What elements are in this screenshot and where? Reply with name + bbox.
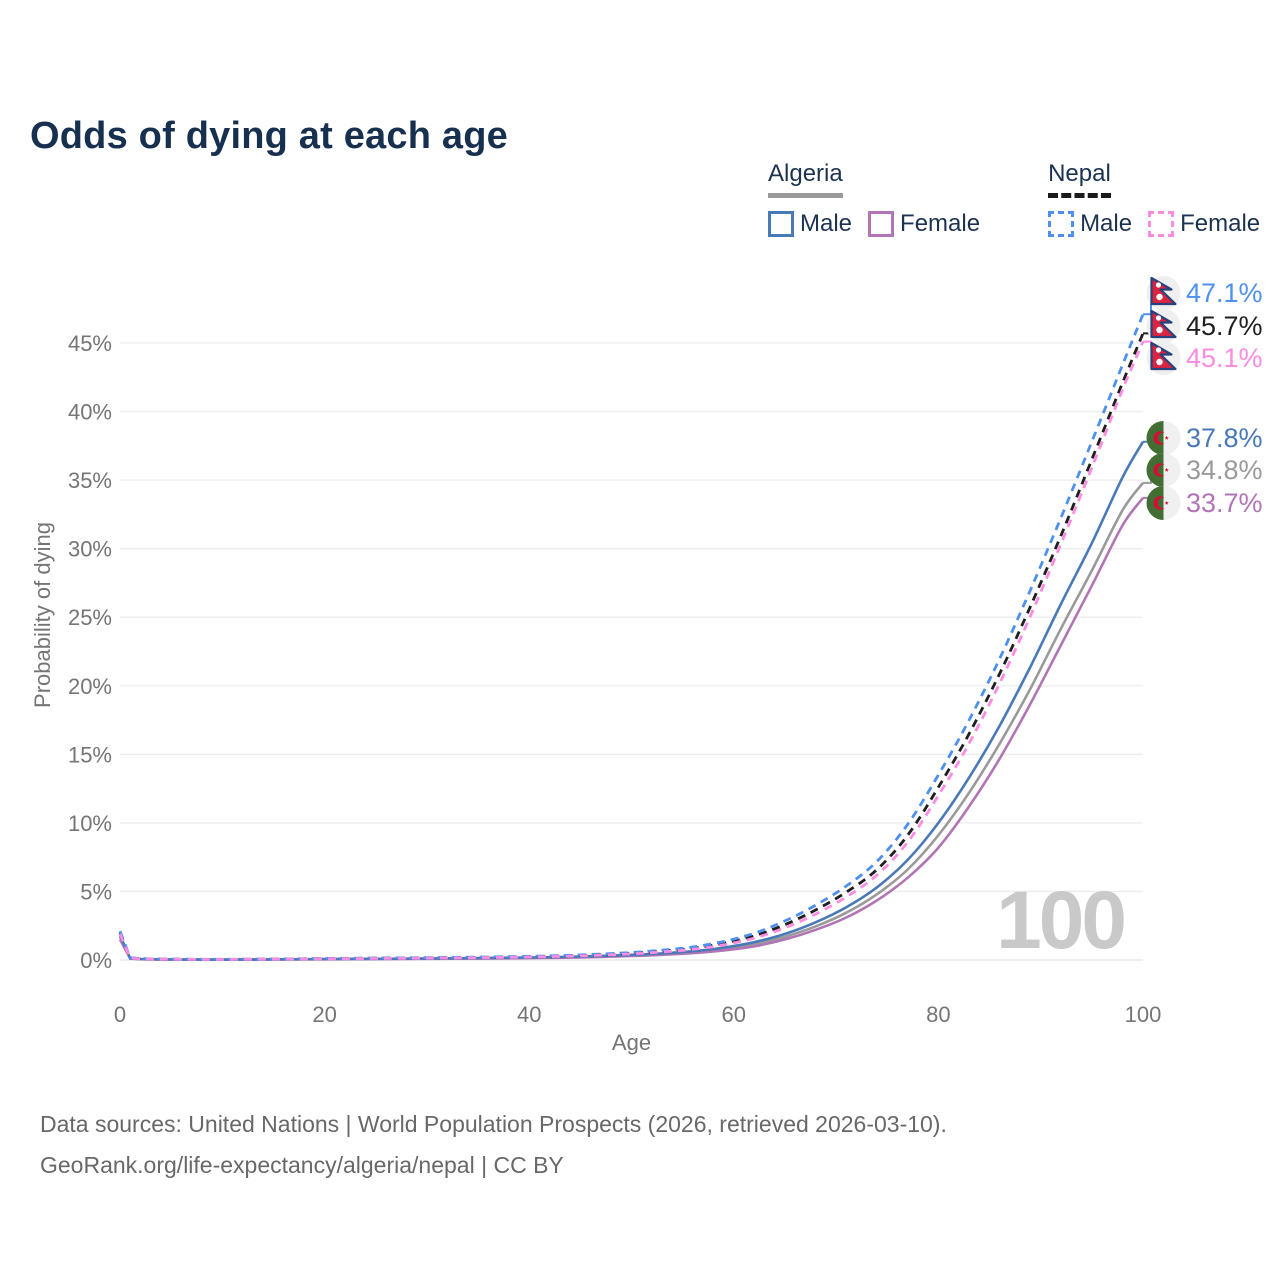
legend-item-algeria-female[interactable]: Female (868, 210, 980, 238)
legend-item-label: Female (1180, 210, 1261, 237)
series-line-nepal-both-sexes[interactable] (118, 332, 1145, 961)
x-tick-label: 100 (1125, 1002, 1162, 1027)
legend-item-nepal-female[interactable]: Female (1148, 210, 1260, 238)
legend-item-label: Male (800, 210, 853, 237)
legend: Algeria Male Female Nepal (768, 160, 1260, 238)
x-tick-label: 0 (114, 1002, 126, 1027)
legend-item-algeria-male[interactable]: Male (768, 210, 852, 238)
legend-swatch-icon (868, 211, 895, 237)
legend-group-nepal: Nepal Male Female (1048, 160, 1260, 238)
legend-swatch-icon (768, 211, 794, 237)
y-tick-label: 20% (68, 674, 112, 699)
flag-algeria-icon (1146, 486, 1181, 520)
x-tick-label: 40 (517, 1002, 541, 1027)
y-tick-label: 40% (68, 400, 112, 425)
y-tick-label: 10% (68, 811, 112, 836)
flag-algeria-icon (1146, 421, 1181, 455)
footer: Data sources: United Nations | World Pop… (40, 1104, 947, 1186)
legend-item-nepal-male[interactable]: Male (1048, 210, 1132, 238)
legend-group-label: Nepal (1048, 160, 1111, 187)
y-axis-title: Probability of dying (30, 522, 55, 708)
legend-items-nepal: Male Female (1048, 210, 1260, 238)
end-value-label: 37.8% (1186, 423, 1263, 453)
series-line-algeria-female[interactable] (118, 497, 1145, 962)
series-line-algeria-male[interactable] (118, 441, 1145, 961)
x-tick-label: 80 (926, 1002, 950, 1027)
end-value-label: 45.7% (1186, 311, 1263, 341)
legend-items-algeria: Male Female (768, 210, 980, 238)
y-tick-label: 30% (68, 537, 112, 562)
y-tick-label: 0% (80, 948, 112, 973)
series-line-algeria-both-sexes[interactable] (118, 482, 1145, 961)
flag-nepal-icon (1146, 276, 1181, 310)
flag-nepal-icon (1146, 341, 1181, 375)
footer-license-line: GeoRank.org/life-expectancy/algeria/nepa… (40, 1152, 564, 1178)
y-tick-label: 5% (80, 879, 112, 904)
series-line-nepal-male[interactable] (118, 313, 1145, 961)
legend-group-algeria: Algeria Male Female (768, 160, 980, 238)
legend-item-label: Female (900, 210, 981, 237)
y-tick-label: 25% (68, 605, 112, 630)
y-tick-label: 45% (68, 331, 112, 356)
end-value-label: 33.7% (1186, 488, 1263, 518)
x-axis-title: Age (612, 1030, 651, 1055)
legend-item-label: Male (1080, 210, 1133, 237)
x-tick-label: 20 (312, 1002, 336, 1027)
end-value-label: 34.8% (1186, 455, 1263, 485)
legend-swatch-icon (1048, 211, 1075, 237)
legend-group-title-algeria[interactable]: Algeria (768, 160, 843, 202)
series-line-nepal-female[interactable] (118, 341, 1145, 961)
flag-nepal-icon (1146, 309, 1181, 343)
flag-algeria-icon (1146, 453, 1181, 487)
legend-swatch-icon (1148, 211, 1175, 237)
hover-age-watermark: 100 (996, 875, 1124, 966)
legend-group-label: Algeria (768, 160, 843, 187)
footer-source-line: Data sources: United Nations | World Pop… (40, 1111, 947, 1137)
legend-underline-swatch-icon (1048, 193, 1111, 198)
page-title: Odds of dying at each age (30, 115, 508, 158)
legend-group-title-nepal[interactable]: Nepal (1048, 160, 1111, 202)
end-value-label: 47.1% (1186, 278, 1263, 308)
end-value-label: 45.1% (1186, 343, 1263, 373)
legend-underline-swatch-icon (768, 193, 843, 198)
y-tick-label: 15% (68, 742, 112, 767)
x-tick-label: 60 (722, 1002, 746, 1027)
y-tick-label: 35% (68, 468, 112, 493)
